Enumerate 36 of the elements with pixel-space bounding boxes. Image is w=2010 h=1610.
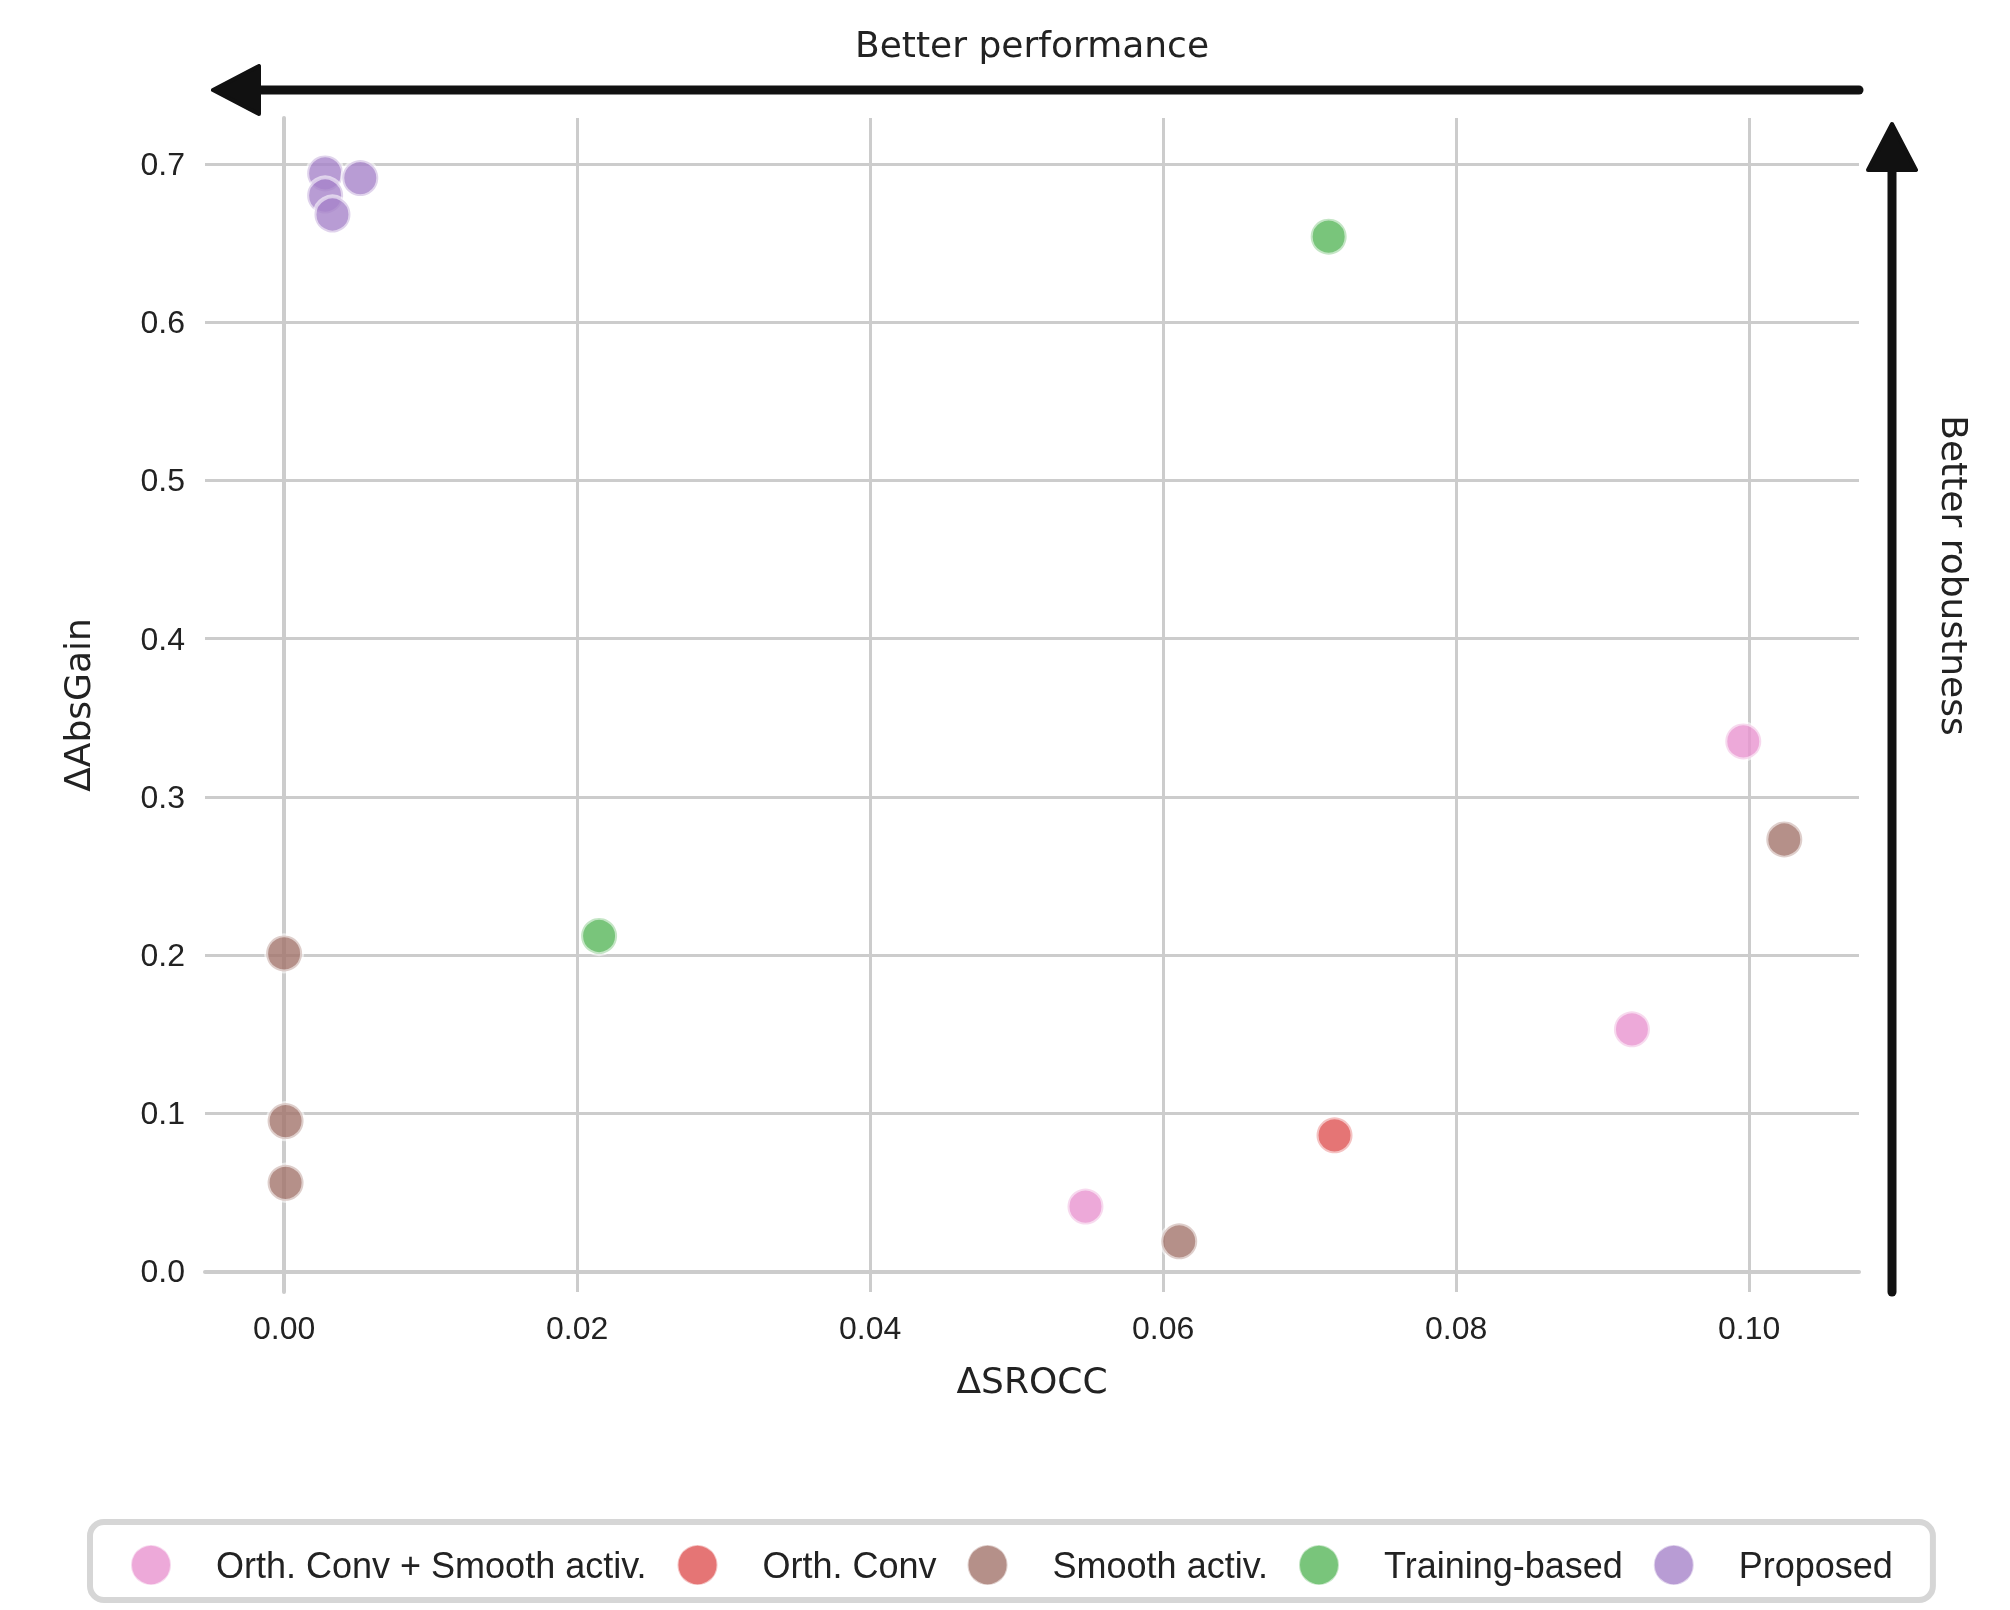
point: [1723, 721, 1764, 762]
point: [312, 194, 353, 235]
legend-label: Smooth activ.: [1052, 1544, 1268, 1586]
point: [265, 1101, 306, 1142]
y-tick-label: 0.3: [140, 778, 185, 815]
x-axis-title: ΔSROCC: [956, 1359, 1108, 1401]
x-tick-label: 0.06: [1131, 1310, 1195, 1346]
y-axis-title: ΔAbsGain: [56, 618, 98, 792]
point: [579, 916, 620, 956]
x-tick-label: 0.02: [545, 1310, 609, 1346]
y-tick-label: 0.0: [140, 1253, 185, 1290]
point: [340, 158, 381, 199]
point: [264, 933, 305, 974]
point: [1159, 1221, 1200, 1262]
point: [265, 1162, 306, 1203]
x-tick-label: 0.10: [1717, 1310, 1781, 1346]
legend-label: Orth. Conv: [762, 1544, 937, 1586]
y-tick-label: 0.5: [140, 462, 185, 499]
legend-label: Proposed: [1738, 1544, 1893, 1586]
y-tick-label: 0.4: [140, 620, 185, 657]
point: [1764, 819, 1805, 860]
y-tick-label: 0.2: [140, 936, 185, 973]
x-tick-label: 0.04: [838, 1310, 902, 1346]
point: [1611, 1009, 1652, 1050]
y-tick-label: 0.7: [140, 145, 185, 182]
text: Better performance: [855, 24, 1210, 65]
x-tick-label: 0.08: [1424, 1310, 1488, 1346]
x-tick-label: 0.00: [252, 1310, 316, 1346]
legend-label: Training-based: [1383, 1544, 1623, 1586]
legend-label: Orth. Conv + Smooth activ.: [216, 1544, 647, 1586]
y-tick-label: 0.1: [140, 1095, 185, 1132]
point: [1308, 216, 1349, 257]
point: [1314, 1115, 1355, 1156]
y-tick-label: 0.6: [140, 304, 185, 341]
text: Better robustness: [1933, 414, 1975, 736]
point: [1065, 1186, 1106, 1227]
